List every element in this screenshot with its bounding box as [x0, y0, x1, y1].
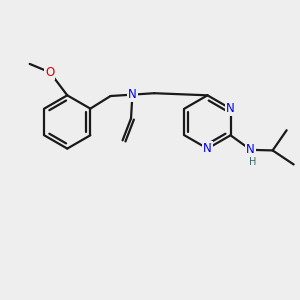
Text: H: H — [249, 157, 257, 166]
Text: N: N — [246, 143, 255, 156]
Text: N: N — [203, 142, 212, 155]
Text: N: N — [226, 102, 235, 115]
Text: N: N — [128, 88, 137, 101]
Text: O: O — [45, 66, 55, 79]
